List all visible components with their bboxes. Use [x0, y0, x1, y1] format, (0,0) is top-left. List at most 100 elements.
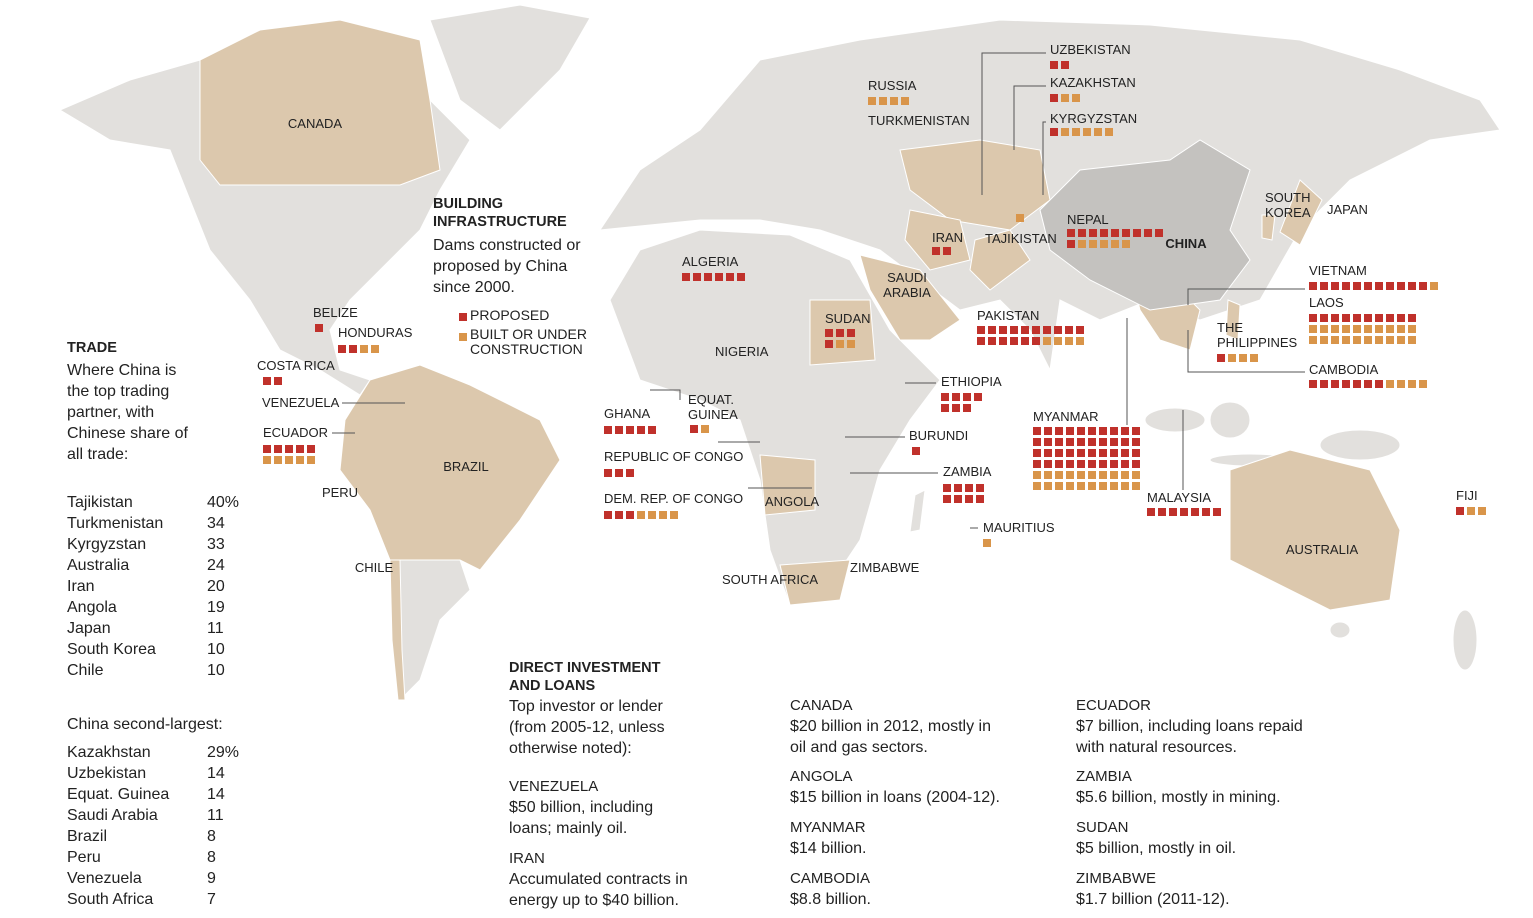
- dam-square: [1067, 240, 1075, 248]
- dam-square: [1066, 471, 1074, 479]
- dam-square: [1016, 214, 1024, 222]
- investment-text: $15 billion in loans (2004-12).: [790, 789, 1000, 806]
- dam-square: [1353, 380, 1361, 388]
- dam-country-label: IRAN: [932, 230, 964, 245]
- map-label: JAPAN: [1327, 202, 1368, 217]
- dam-square: [1375, 380, 1383, 388]
- dam-square: [1088, 449, 1096, 457]
- dam-country-label: MALAYSIA: [1147, 490, 1212, 505]
- map-label: SOUTH KOREA: [1265, 190, 1311, 220]
- map-label: SOUTH AFRICA: [722, 572, 819, 587]
- dam-square: [1061, 61, 1069, 69]
- dam-square: [1155, 229, 1163, 237]
- dam-square: [836, 329, 844, 337]
- dam-square: [1050, 128, 1058, 136]
- infrastructure-title: BUILDING INFRASTRUCTURE: [433, 196, 567, 230]
- dam-square: [912, 447, 920, 455]
- dam-square: [868, 97, 876, 105]
- dam-square: [954, 484, 962, 492]
- dam-square: [1342, 380, 1350, 388]
- arabia: [859, 254, 961, 341]
- dam-square: [1364, 282, 1372, 290]
- map-label: TURKMENISTAN: [868, 113, 970, 128]
- dam-square: [1043, 326, 1051, 334]
- korea: [1261, 214, 1276, 241]
- dam-square: [1375, 314, 1383, 322]
- dam-square: [1044, 438, 1052, 446]
- dam-square: [1021, 337, 1029, 345]
- dam-country-label: UZBEKISTAN: [1050, 42, 1131, 57]
- dam-square: [1033, 427, 1041, 435]
- dam-square: [1331, 380, 1339, 388]
- dam-square: [952, 404, 960, 412]
- dam-square: [999, 326, 1007, 334]
- dam-square: [1239, 354, 1247, 362]
- dam-square: [1386, 325, 1394, 333]
- dam-square: [963, 404, 971, 412]
- central-asia: [899, 139, 1051, 231]
- trade-country: South Korea: [67, 641, 156, 658]
- dam-square: [825, 329, 833, 337]
- dam-square: [1054, 326, 1062, 334]
- dam-square: [1065, 326, 1073, 334]
- investment-country: ZAMBIA: [1076, 768, 1132, 785]
- dam-square: [879, 97, 887, 105]
- investment-text: $5 billion, mostly in oil.: [1076, 840, 1237, 857]
- dam-square: [1331, 325, 1339, 333]
- dam-square: [1353, 314, 1361, 322]
- dam-square: [296, 445, 304, 453]
- trade-country: Peru: [67, 849, 101, 866]
- trade-country: Kyrgyzstan: [67, 536, 147, 553]
- investment-country: ZIMBABWE: [1076, 870, 1157, 887]
- trade-share: 34: [207, 515, 225, 532]
- trade-country: Uzbekistan: [67, 765, 147, 782]
- dam-square: [941, 393, 949, 401]
- trade-share: 33: [207, 536, 225, 553]
- iran: [904, 209, 971, 271]
- dam-square: [999, 337, 1007, 345]
- dam-square: [1055, 482, 1063, 490]
- dam-square: [1077, 460, 1085, 468]
- dam-country-label: THE PHILIPPINES: [1217, 320, 1298, 350]
- dam-square: [1320, 380, 1328, 388]
- dam-country-label: ALGERIA: [682, 254, 739, 269]
- dam-country-label: HONDURAS: [338, 325, 413, 340]
- dam-square: [1076, 337, 1084, 345]
- trade-share: 8: [207, 849, 216, 866]
- dam-square: [285, 445, 293, 453]
- dam-square: [1076, 326, 1084, 334]
- dam-square: [1132, 482, 1140, 490]
- investment-text: $8.8 billion.: [790, 891, 871, 908]
- dam-square: [274, 377, 282, 385]
- dam-square: [1111, 240, 1119, 248]
- dam-square: [1397, 325, 1405, 333]
- dam-square: [1121, 471, 1129, 479]
- dam-square: [1364, 380, 1372, 388]
- dam-square: [1132, 427, 1140, 435]
- dam-country-label: BURUNDI: [909, 428, 969, 443]
- dam-square: [1353, 336, 1361, 344]
- dam-square: [1331, 336, 1339, 344]
- dam-square: [1408, 380, 1416, 388]
- map-label: AUSTRALIA: [1285, 542, 1359, 557]
- trade-share: 14: [207, 786, 225, 803]
- dam-square: [1397, 282, 1405, 290]
- dam-square: [615, 511, 623, 519]
- dam-square: [1202, 508, 1210, 516]
- trade-country: Chile: [67, 662, 104, 679]
- dam-square: [1375, 336, 1383, 344]
- dam-square: [1033, 438, 1041, 446]
- dam-square: [974, 393, 982, 401]
- map-label: CHINA: [1165, 236, 1207, 251]
- dam-square: [847, 329, 855, 337]
- dam-square: [1331, 314, 1339, 322]
- dam-square: [1342, 282, 1350, 290]
- dam-square: [1133, 229, 1141, 237]
- dam-square: [1309, 336, 1317, 344]
- china: [1039, 139, 1251, 311]
- dam-square: [1309, 314, 1317, 322]
- dam-square: [1144, 229, 1152, 237]
- dam-square: [1078, 240, 1086, 248]
